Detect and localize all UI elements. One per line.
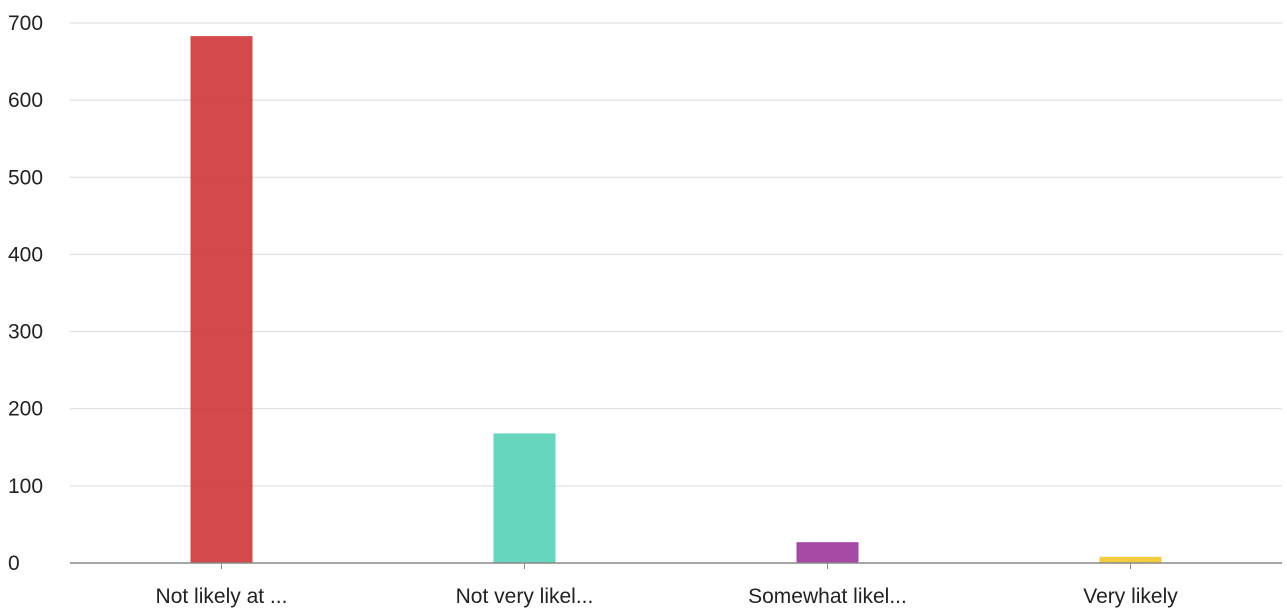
x-axis: Not likely at ... Not very likel... Somewh… (70, 562, 1282, 608)
x-tick-label: Not likely at ... (156, 585, 288, 608)
y-tick-label: 400 (8, 243, 43, 266)
bars (190, 36, 1162, 564)
gridlines (70, 22, 1282, 487)
y-tick-label: 0 (8, 552, 20, 575)
x-tick-label: Not very likel... (456, 585, 594, 608)
bar[interactable] (796, 542, 859, 563)
y-tick-label: 100 (8, 475, 43, 498)
y-tick-label: 200 (8, 398, 43, 421)
y-tick-label: 500 (8, 166, 43, 189)
x-tick-label: Very likely (1083, 585, 1178, 608)
bar[interactable] (190, 36, 253, 564)
y-tick-label: 300 (8, 321, 43, 344)
y-tick-label: 600 (8, 89, 43, 112)
y-tick-label: 700 (8, 12, 43, 35)
bar[interactable] (1099, 556, 1162, 563)
y-axis: 0 100 200 300 400 500 600 700 (8, 12, 43, 575)
x-tick-label: Somewhat likel... (748, 585, 907, 608)
bar[interactable] (493, 433, 556, 563)
